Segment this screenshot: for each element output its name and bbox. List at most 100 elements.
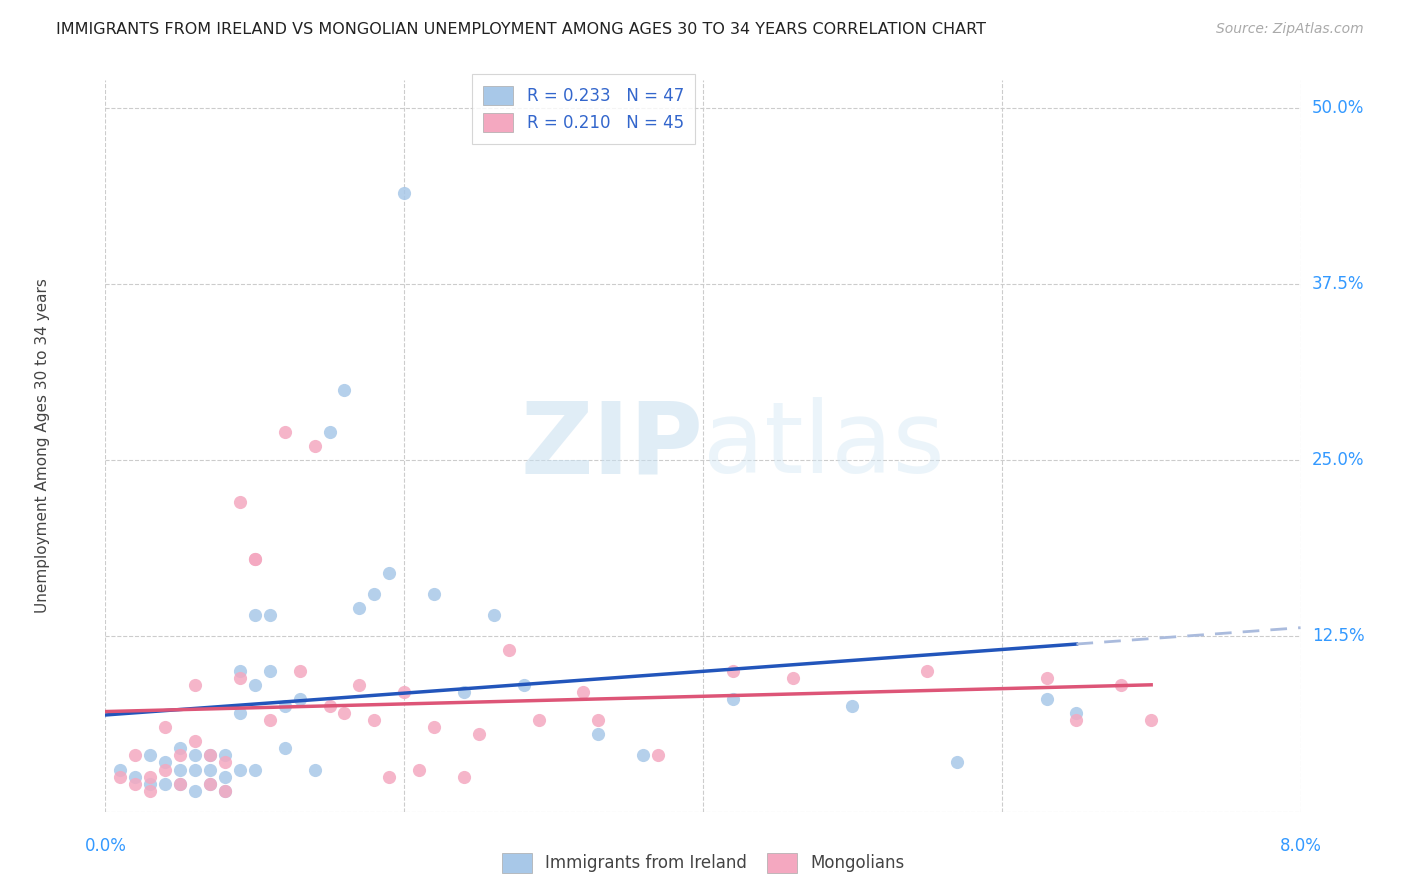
Point bbox=[110, 770, 132, 784]
Point bbox=[721, 664, 744, 678]
Point bbox=[169, 776, 191, 790]
Point bbox=[198, 776, 221, 790]
Point bbox=[647, 748, 669, 763]
Text: Unemployment Among Ages 30 to 34 years: Unemployment Among Ages 30 to 34 years bbox=[35, 278, 51, 614]
Point bbox=[1066, 706, 1088, 721]
Point bbox=[229, 671, 252, 685]
Point bbox=[288, 692, 311, 706]
Point bbox=[184, 748, 207, 763]
Point bbox=[453, 685, 475, 699]
Point bbox=[841, 699, 863, 714]
Point bbox=[229, 495, 252, 509]
Point bbox=[408, 763, 430, 777]
Point bbox=[1111, 678, 1133, 692]
Point bbox=[198, 748, 221, 763]
Point bbox=[513, 678, 536, 692]
Point bbox=[198, 748, 221, 763]
Text: 12.5%: 12.5% bbox=[1312, 627, 1364, 645]
Point bbox=[259, 714, 281, 728]
Text: 25.0%: 25.0% bbox=[1312, 451, 1364, 469]
Point bbox=[229, 706, 252, 721]
Point bbox=[318, 699, 340, 714]
Point bbox=[169, 776, 191, 790]
Point bbox=[349, 678, 371, 692]
Point bbox=[527, 714, 550, 728]
Point bbox=[169, 748, 191, 763]
Point bbox=[259, 607, 281, 622]
Point bbox=[588, 714, 610, 728]
Point bbox=[1035, 692, 1057, 706]
Point bbox=[588, 727, 610, 741]
Point bbox=[915, 664, 938, 678]
Point bbox=[259, 664, 281, 678]
Text: Source: ZipAtlas.com: Source: ZipAtlas.com bbox=[1216, 22, 1364, 37]
Point bbox=[243, 763, 266, 777]
Point bbox=[124, 770, 146, 784]
Point bbox=[214, 756, 236, 770]
Point bbox=[392, 186, 416, 200]
Point bbox=[243, 551, 266, 566]
Point bbox=[498, 643, 520, 657]
Text: ZIP: ZIP bbox=[520, 398, 703, 494]
Point bbox=[153, 720, 177, 734]
Point bbox=[946, 756, 969, 770]
Legend: R = 0.233   N = 47, R = 0.210   N = 45: R = 0.233 N = 47, R = 0.210 N = 45 bbox=[471, 74, 696, 145]
Text: 50.0%: 50.0% bbox=[1312, 99, 1364, 118]
Point bbox=[243, 551, 266, 566]
Point bbox=[214, 748, 236, 763]
Point bbox=[214, 783, 236, 797]
Point bbox=[139, 783, 162, 797]
Point bbox=[468, 727, 491, 741]
Point bbox=[184, 763, 207, 777]
Text: 0.0%: 0.0% bbox=[84, 837, 127, 855]
Point bbox=[139, 776, 162, 790]
Point bbox=[124, 748, 146, 763]
Point bbox=[318, 425, 340, 439]
Point bbox=[229, 664, 252, 678]
Point bbox=[721, 692, 744, 706]
Point bbox=[782, 671, 804, 685]
Point bbox=[184, 783, 207, 797]
Point bbox=[153, 776, 177, 790]
Point bbox=[153, 756, 177, 770]
Point bbox=[288, 664, 311, 678]
Point bbox=[482, 607, 505, 622]
Text: IMMIGRANTS FROM IRELAND VS MONGOLIAN UNEMPLOYMENT AMONG AGES 30 TO 34 YEARS CORR: IMMIGRANTS FROM IRELAND VS MONGOLIAN UNE… bbox=[56, 22, 986, 37]
Point bbox=[169, 763, 191, 777]
Point bbox=[349, 600, 371, 615]
Point bbox=[198, 776, 221, 790]
Point bbox=[631, 748, 654, 763]
Point bbox=[243, 607, 266, 622]
Text: atlas: atlas bbox=[703, 398, 945, 494]
Text: 8.0%: 8.0% bbox=[1279, 837, 1322, 855]
Point bbox=[1035, 671, 1057, 685]
Point bbox=[423, 720, 446, 734]
Point bbox=[169, 741, 191, 756]
Point bbox=[572, 685, 595, 699]
Point bbox=[153, 763, 177, 777]
Point bbox=[273, 425, 295, 439]
Point bbox=[214, 770, 236, 784]
Point bbox=[363, 587, 385, 601]
Point bbox=[363, 714, 385, 728]
Point bbox=[304, 763, 326, 777]
Point bbox=[453, 770, 475, 784]
Point bbox=[243, 678, 266, 692]
Point bbox=[333, 706, 356, 721]
Point bbox=[333, 383, 356, 397]
Point bbox=[139, 748, 162, 763]
Point bbox=[184, 678, 207, 692]
Point bbox=[198, 763, 221, 777]
Text: 37.5%: 37.5% bbox=[1312, 276, 1364, 293]
Point bbox=[139, 770, 162, 784]
Point bbox=[1140, 714, 1163, 728]
Legend: Immigrants from Ireland, Mongolians: Immigrants from Ireland, Mongolians bbox=[495, 847, 911, 880]
Point bbox=[273, 699, 295, 714]
Point bbox=[273, 741, 295, 756]
Point bbox=[378, 566, 401, 580]
Point bbox=[184, 734, 207, 748]
Point bbox=[214, 783, 236, 797]
Point bbox=[423, 587, 446, 601]
Point bbox=[304, 439, 326, 453]
Point bbox=[378, 770, 401, 784]
